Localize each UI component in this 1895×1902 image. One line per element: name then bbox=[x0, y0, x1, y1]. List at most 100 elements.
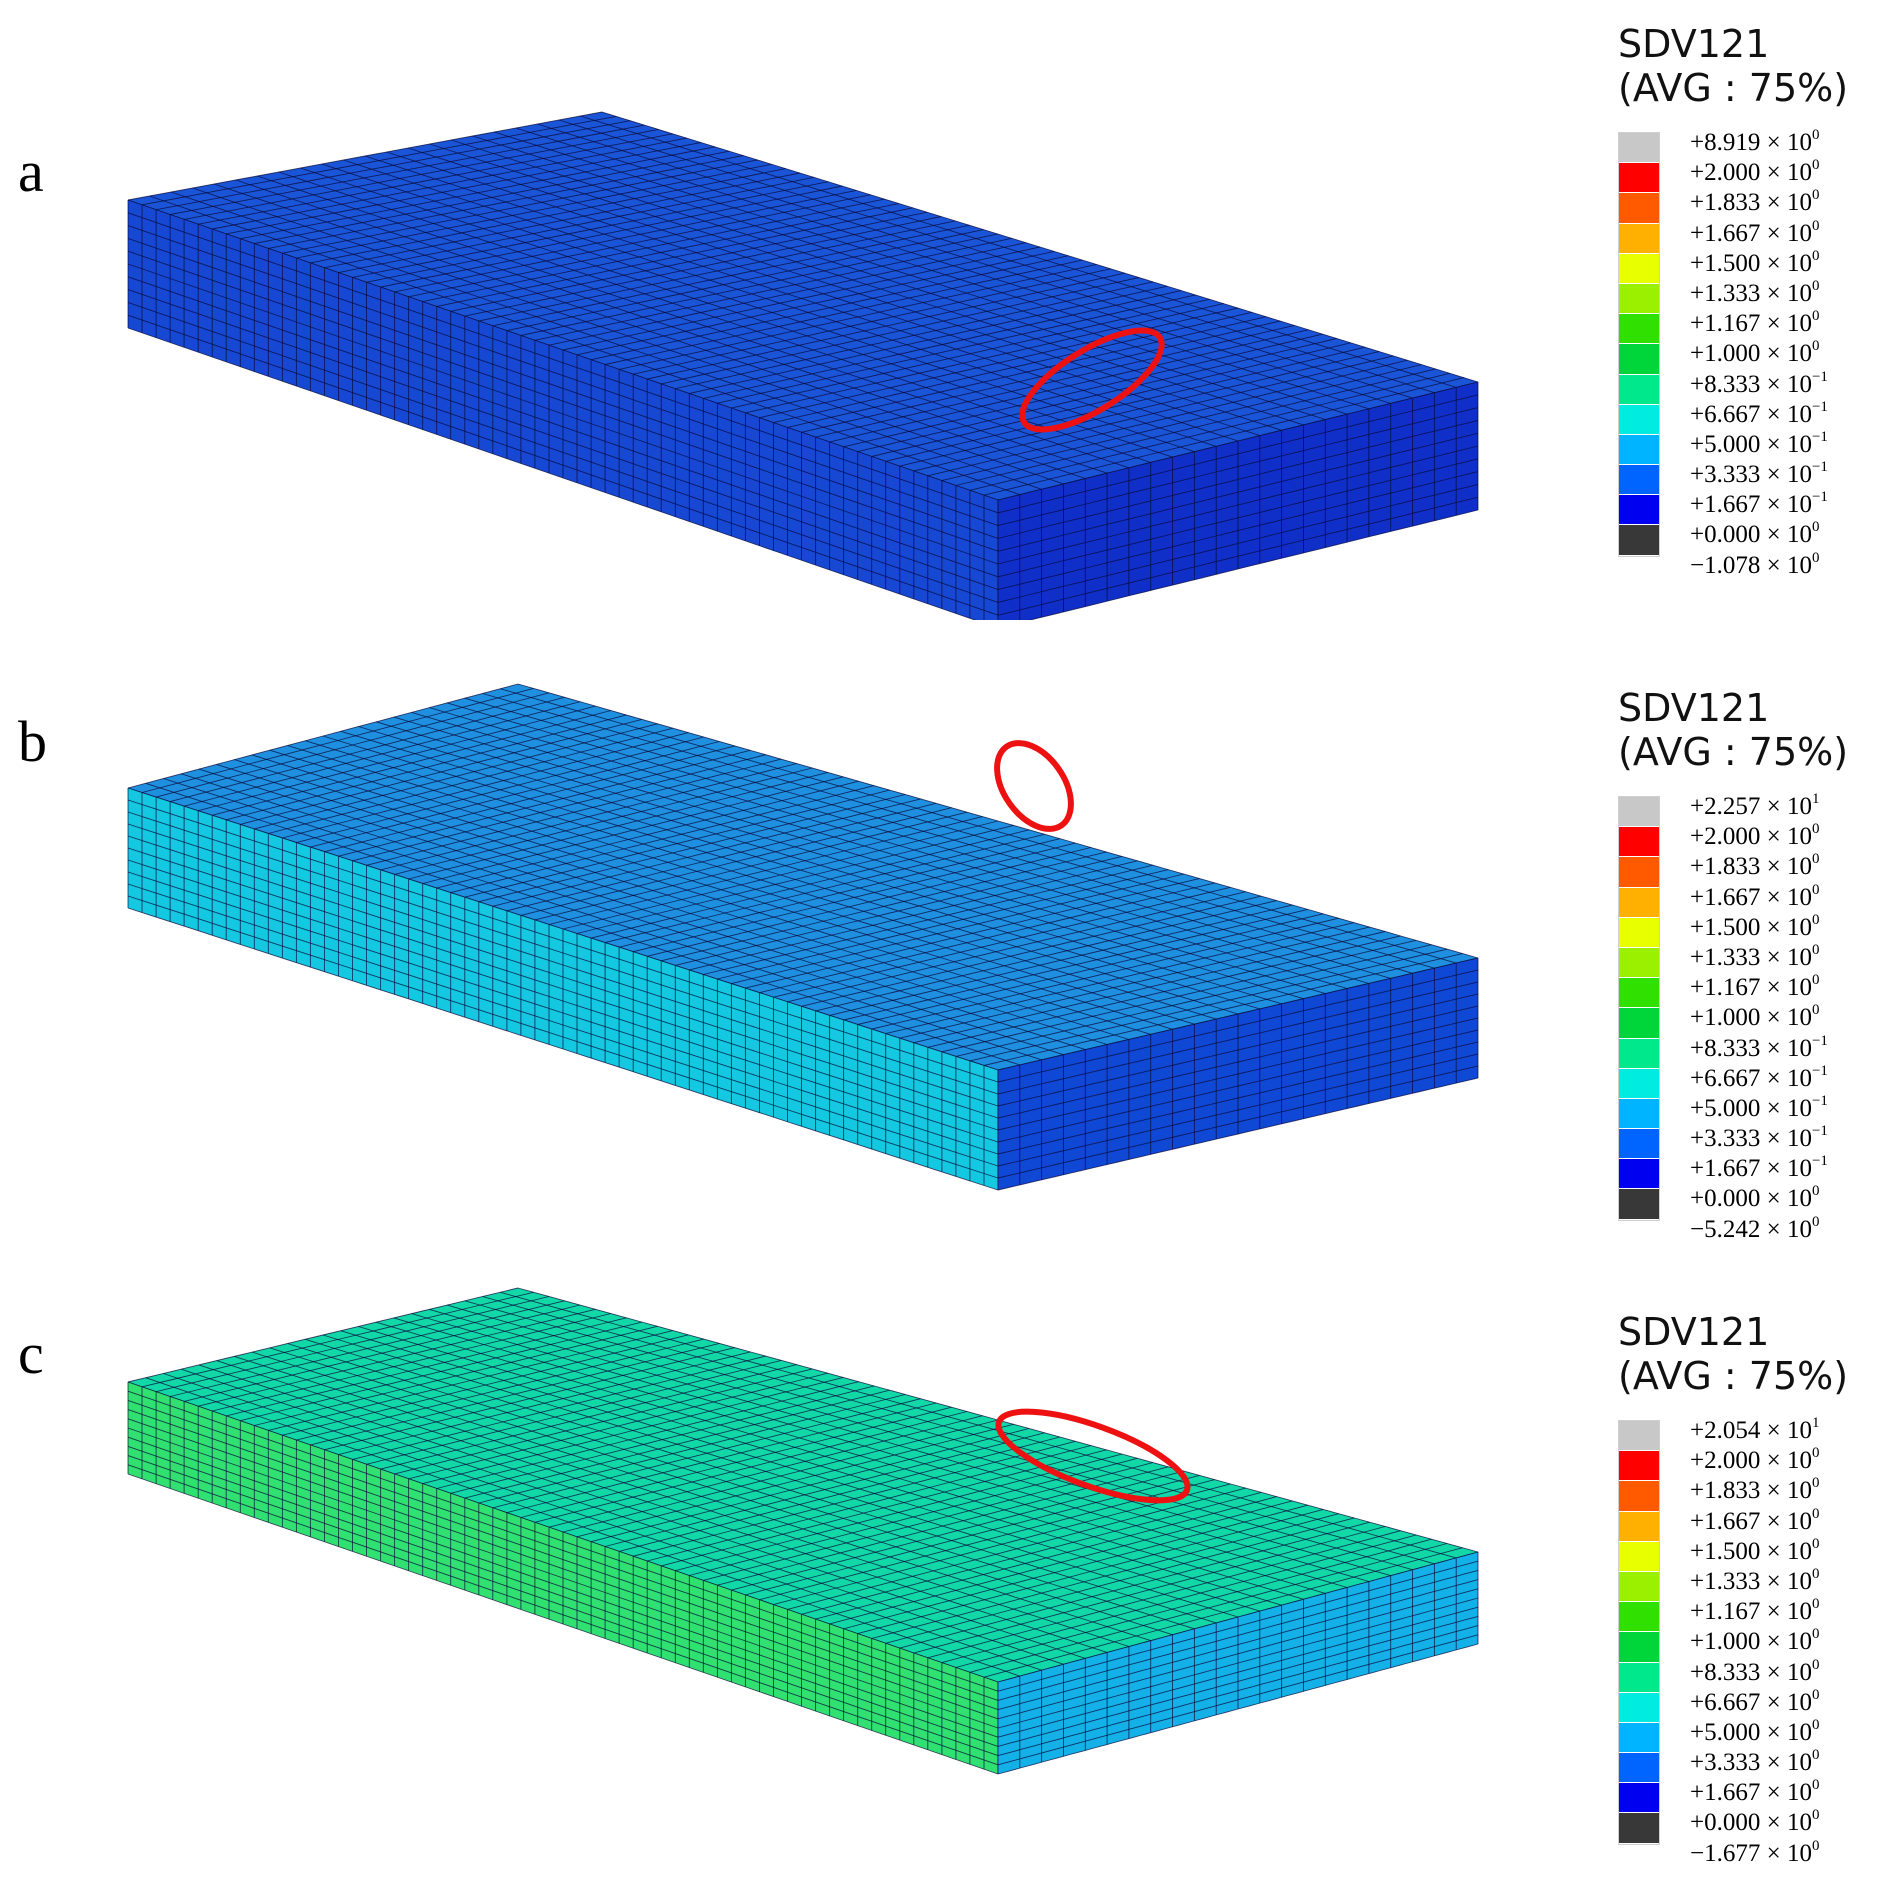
color-swatch-blue bbox=[1619, 1753, 1659, 1784]
color-swatch-green2 bbox=[1619, 344, 1659, 375]
legend-label: +2.000 × 100 bbox=[1690, 821, 1820, 851]
color-swatch-green2 bbox=[1619, 1008, 1659, 1039]
color-swatch-yellow bbox=[1619, 1541, 1659, 1572]
legend-label: +1.000 × 100 bbox=[1690, 1626, 1820, 1656]
legend-labels-c: +2.054 × 101 +2.000 × 100 +1.833 × 100 +1.6… bbox=[1690, 1408, 1820, 1867]
color-swatch-yellow_green bbox=[1619, 1571, 1659, 1603]
legend-label: +0.000 × 100 bbox=[1690, 519, 1820, 549]
color-swatch-green bbox=[1619, 978, 1659, 1009]
color-swatch-dark_blue bbox=[1619, 1159, 1659, 1190]
legend-title-a: SDV121 bbox=[1618, 22, 1770, 66]
panel-b: b SDV121 (AVG : 75%) +2.257 × 101 +2.000 … bbox=[0, 640, 1895, 1260]
color-swatch-red bbox=[1619, 827, 1659, 858]
legend-label: +8.333 × 10−1 bbox=[1690, 368, 1828, 398]
color-bar-a bbox=[1618, 132, 1660, 557]
color-swatch-black bbox=[1619, 1189, 1659, 1220]
color-swatch-sky bbox=[1619, 1098, 1659, 1130]
legend-label: +1.167 × 100 bbox=[1690, 308, 1820, 338]
legend-label: +5.000 × 10−1 bbox=[1690, 1092, 1828, 1122]
color-swatch-orange_red bbox=[1619, 193, 1659, 224]
mesh-plot-a bbox=[127, 111, 1479, 620]
color-swatch-yellow bbox=[1619, 917, 1659, 948]
color-swatch-sky bbox=[1619, 434, 1659, 466]
color-swatch-grey bbox=[1619, 1421, 1659, 1452]
legend-label: +8.919 × 100 bbox=[1690, 127, 1820, 156]
color-swatch-grey bbox=[1619, 797, 1659, 828]
legend-label: +2.054 × 101 bbox=[1690, 1415, 1820, 1444]
legend-label: +1.167 × 100 bbox=[1690, 1596, 1820, 1626]
legend-label: +1.167 × 100 bbox=[1690, 972, 1820, 1002]
color-swatch-dark_blue bbox=[1619, 495, 1659, 526]
color-swatch-orange bbox=[1619, 1511, 1659, 1542]
legend-label: −1.677 × 100 bbox=[1690, 1837, 1820, 1867]
slab-side-face bbox=[997, 957, 1479, 1191]
legend-label: +0.000 × 100 bbox=[1690, 1807, 1820, 1837]
legend-subtitle-a: (AVG : 75%) bbox=[1618, 66, 1849, 110]
legend-label: +0.000 × 100 bbox=[1690, 1183, 1820, 1213]
slab-front-face bbox=[127, 1381, 999, 1775]
legend-label: +1.500 × 100 bbox=[1690, 247, 1820, 277]
color-swatch-blue bbox=[1619, 1129, 1659, 1160]
color-swatch-black bbox=[1619, 525, 1659, 556]
legend-label: −1.078 × 100 bbox=[1690, 549, 1820, 579]
color-swatch-teal_green bbox=[1619, 374, 1659, 405]
legend-label: +1.500 × 100 bbox=[1690, 911, 1820, 941]
mesh-plot-b bbox=[127, 683, 1479, 1191]
legend-label: +1.667 × 10−1 bbox=[1690, 1153, 1828, 1183]
color-swatch-grey bbox=[1619, 133, 1659, 164]
legend-labels-a: +8.919 × 100 +2.000 × 100 +1.833 × 100 +1.6… bbox=[1690, 120, 1828, 579]
legend-label: +6.667 × 10−1 bbox=[1690, 1062, 1828, 1092]
legend-labels-b: +2.257 × 101 +2.000 × 100 +1.833 × 100 +1.6… bbox=[1690, 784, 1828, 1243]
color-swatch-cyan bbox=[1619, 404, 1659, 435]
color-swatch-orange_red bbox=[1619, 1481, 1659, 1512]
legend-label: +2.000 × 100 bbox=[1690, 1445, 1820, 1475]
color-swatch-cyan bbox=[1619, 1692, 1659, 1723]
legend-subtitle-c: (AVG : 75%) bbox=[1618, 1354, 1849, 1398]
color-bar-b bbox=[1618, 796, 1660, 1221]
panel-c: c SDV121 (AVG : 75%) +2.054 × 101 +2.000 … bbox=[0, 1270, 1895, 1890]
legend-label: +1.667 × 100 bbox=[1690, 1777, 1820, 1807]
legend-label: +2.257 × 101 bbox=[1690, 791, 1820, 820]
color-swatch-orange bbox=[1619, 223, 1659, 254]
color-swatch-red bbox=[1619, 163, 1659, 194]
mesh-plot-c bbox=[127, 1287, 1479, 1775]
legend-label: +1.667 × 100 bbox=[1690, 881, 1820, 911]
legend-label: +1.333 × 100 bbox=[1690, 941, 1820, 971]
legend-label: +8.333 × 100 bbox=[1690, 1656, 1820, 1686]
legend-label: +3.333 × 10−1 bbox=[1690, 1123, 1828, 1153]
color-swatch-orange bbox=[1619, 887, 1659, 918]
legend-label: +6.667 × 100 bbox=[1690, 1686, 1820, 1716]
slab-top-face bbox=[127, 683, 1479, 1071]
color-swatch-green bbox=[1619, 314, 1659, 345]
legend-c: SDV121 (AVG : 75%) +2.054 × 101 +2.000 × … bbox=[1618, 1310, 1895, 1867]
legend-title-b: SDV121 bbox=[1618, 686, 1770, 730]
legend-label: +8.333 × 10−1 bbox=[1690, 1032, 1828, 1062]
color-swatch-teal_green bbox=[1619, 1038, 1659, 1069]
legend-label: +1.500 × 100 bbox=[1690, 1535, 1820, 1565]
color-swatch-yellow_green bbox=[1619, 283, 1659, 315]
color-swatch-sky bbox=[1619, 1722, 1659, 1754]
highlight-ellipse bbox=[1019, 327, 1165, 433]
panel-letter-b: b bbox=[18, 709, 47, 774]
highlight-ellipse bbox=[995, 1408, 1191, 1504]
legend-label: +1.333 × 100 bbox=[1690, 1565, 1820, 1595]
legend-label: +1.333 × 100 bbox=[1690, 277, 1820, 307]
legend-label: +1.833 × 100 bbox=[1690, 851, 1820, 881]
legend-label: +3.333 × 100 bbox=[1690, 1747, 1820, 1777]
panel-letter-c: c bbox=[18, 1321, 44, 1386]
legend-label: +1.833 × 100 bbox=[1690, 1475, 1820, 1505]
legend-label: +3.333 × 10−1 bbox=[1690, 459, 1828, 489]
color-swatch-orange_red bbox=[1619, 857, 1659, 888]
legend-label: +1.833 × 100 bbox=[1690, 187, 1820, 217]
color-swatch-blue bbox=[1619, 465, 1659, 496]
legend-label: +5.000 × 100 bbox=[1690, 1716, 1820, 1746]
panel-a: a SDV121 (AVG : 75%) +8.919 × 100 +2.000 … bbox=[0, 0, 1895, 620]
legend-label: +6.667 × 10−1 bbox=[1690, 398, 1828, 428]
legend-a: SDV121 (AVG : 75%) +8.919 × 100 +2.000 × … bbox=[1618, 22, 1895, 579]
color-swatch-dark_blue bbox=[1619, 1783, 1659, 1814]
panel-letter-a: a bbox=[18, 139, 44, 204]
slab-side-face bbox=[997, 1551, 1479, 1775]
color-swatch-cyan bbox=[1619, 1068, 1659, 1099]
legend-label: −5.242 × 100 bbox=[1690, 1213, 1820, 1243]
legend-label: +1.667 × 10−1 bbox=[1690, 489, 1828, 519]
